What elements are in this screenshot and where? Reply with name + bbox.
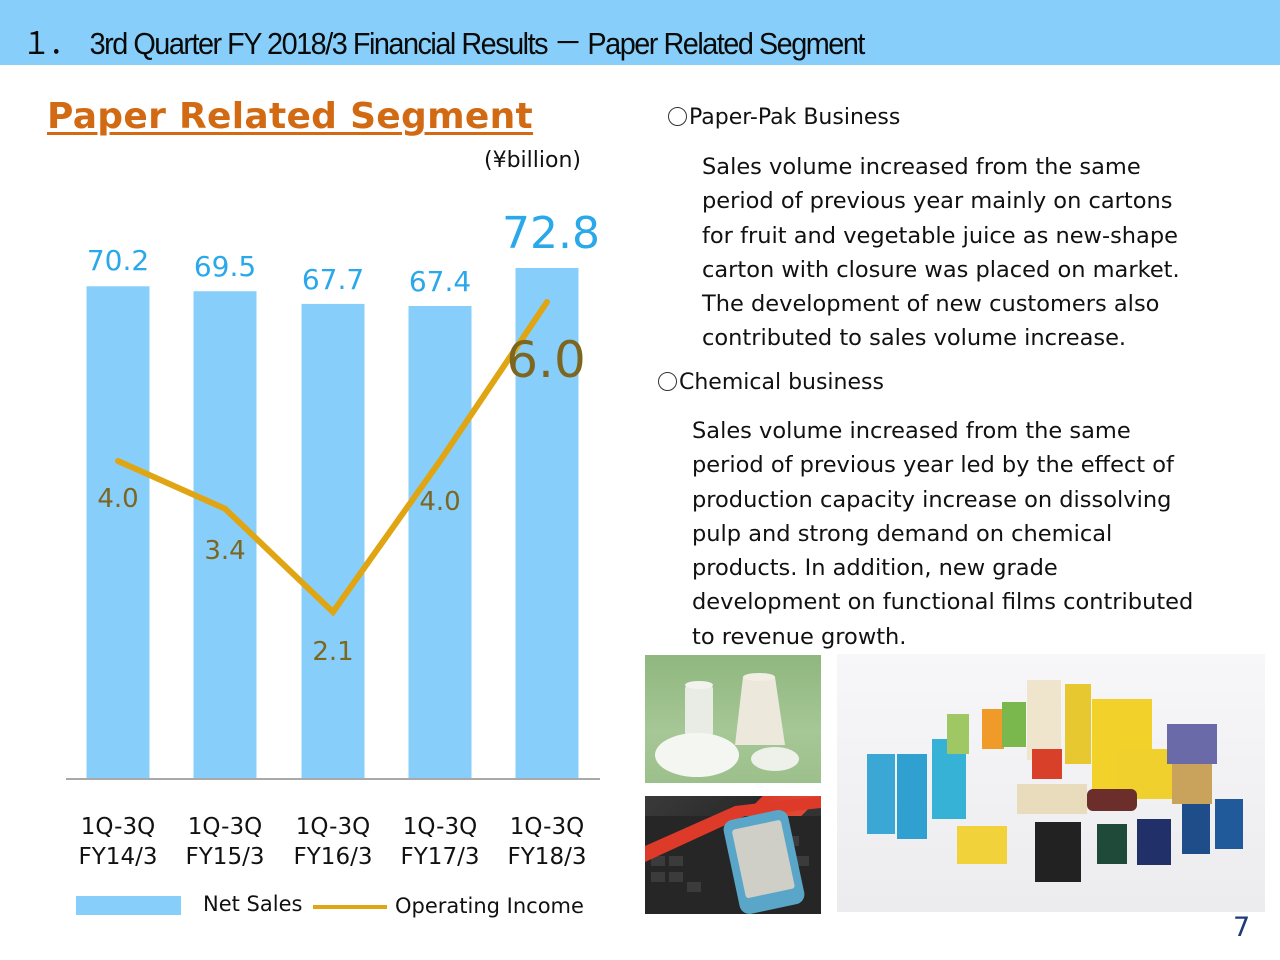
body-text-line: The development of new customers also [702,291,1160,318]
operating-income-value-label: 6.0 [506,331,586,389]
category-label-line: 1Q-3Q [402,814,478,840]
body-text-line: development on functional films contribu… [692,589,1194,616]
net-sales-value-label: 67.4 [409,265,471,298]
operating-income-value-label: 4.0 [419,487,460,517]
net-sales-bars [86,268,579,779]
segment-title: Paper Related Segment [47,96,534,137]
category-label: 1Q-3Q FY14/3 [63,812,173,872]
body-text-line: carton with closure was placed on market… [702,256,1180,283]
net-sales-value-label: 67.7 [302,263,364,296]
circle-bullet-icon [658,372,677,391]
category-label-line: 1Q-3Q [187,814,263,840]
section-body-paper-pak: Sales volume increased from the same peri… [702,150,1180,356]
net-sales-labels: 70.2 69.5 67.7 67.4 72.8 [87,208,600,298]
category-label-line: FY17/3 [400,844,480,870]
body-text-line: Sales volume increased from the same [692,418,1131,444]
body-text-line: production capacity increase on dissolvi… [692,486,1172,513]
photo-smartphone-on-laptop [645,796,821,914]
body-text-line: Sales volume increased from the same [702,154,1141,180]
category-label-line: 1Q-3Q [509,814,585,840]
net-sales-value-label: 72.8 [502,208,600,259]
net-sales-bar [301,303,365,779]
operating-income-value-label: 2.1 [312,637,353,667]
operating-income-line [115,299,550,617]
body-text-line: period of previous year mainly on carton… [702,188,1173,215]
operating-income-labels: 4.0 3.4 2.1 4.0 6.0 [97,331,585,667]
page-number: 7 [1233,912,1251,943]
category-label-line: FY18/3 [507,844,587,870]
legend-operating-income-label: Operating Income [395,894,584,918]
combo-chart: 70.2 69.5 67.7 67.4 72.8 4.0 3.4 2.1 4.0 6.0 [66,208,600,780]
operating-income-value-label: 4.0 [97,484,138,514]
net-sales-bar [408,306,472,779]
category-label-line: 1Q-3Q [80,814,156,840]
category-label-line: FY16/3 [293,844,373,870]
section-body-chemical: Sales volume increased from the same peri… [692,414,1193,654]
category-label: 1Q-3Q FY16/3 [278,812,388,872]
category-label: 1Q-3Q FY17/3 [385,812,495,872]
legend-net-sales-label: Net Sales [203,892,303,916]
photo-paper-packages [837,654,1265,912]
net-sales-value-label: 69.5 [194,250,256,283]
body-text-line: contributed to sales volume increase. [702,325,1127,352]
body-text-line: period of previous year led by the effec… [692,452,1174,479]
net-sales-bar [86,286,150,779]
legend-net-sales-swatch [76,896,181,915]
unit-label: (¥billion) [484,148,581,173]
slide-header: １． 3rd Quarter FY 2018/3 Financial Resul… [0,0,1280,65]
body-text-line: for fruit and vegetable juice as new-sha… [702,222,1178,249]
body-text-line: to revenue growth. [692,623,907,650]
category-label-line: 1Q-3Q [295,814,371,840]
section-heading-paper-pak: Paper-Pak Business [668,105,900,130]
body-text-line: products. In addition, new grade [692,555,1058,582]
body-text-line: pulp and strong demand on chemical [692,520,1113,547]
circle-bullet-icon [668,107,687,126]
legend-operating-income-swatch [313,905,387,909]
slide-title: １． 3rd Quarter FY 2018/3 Financial Resul… [22,26,865,61]
photo-chemical-fibers [645,655,821,783]
operating-income-value-label: 3.4 [204,536,245,566]
category-label: 1Q-3Q FY18/3 [492,812,602,872]
net-sales-bar [515,268,579,779]
category-label-line: FY15/3 [185,844,265,870]
net-sales-value-label: 70.2 [87,244,149,277]
category-label: 1Q-3Q FY15/3 [170,812,280,872]
section-heading-chemical: Chemical business [658,370,884,395]
net-sales-bar [193,291,257,779]
category-label-line: FY14/3 [78,844,158,870]
